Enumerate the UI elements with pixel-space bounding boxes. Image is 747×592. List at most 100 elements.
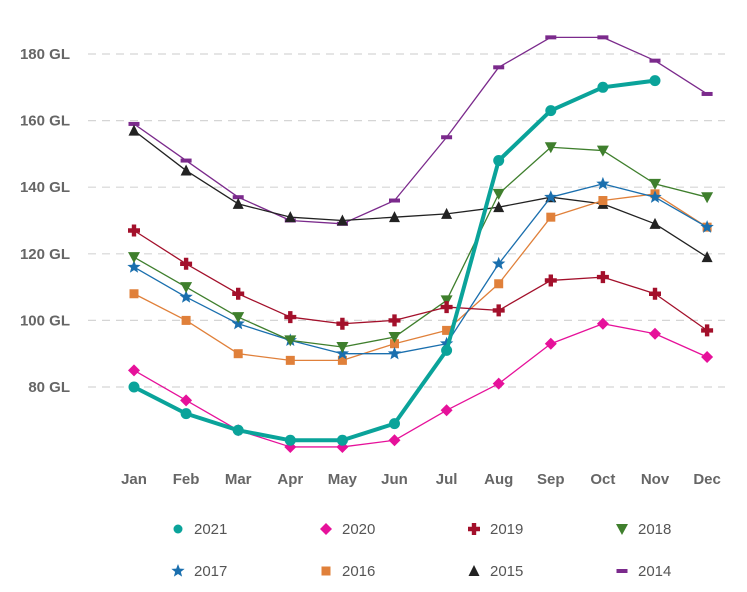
data-point bbox=[700, 220, 714, 233]
data-point bbox=[336, 317, 349, 330]
data-point bbox=[546, 212, 556, 222]
series-2015 bbox=[128, 124, 713, 263]
y-tick-label: 160 GL bbox=[20, 113, 70, 130]
data-point bbox=[701, 251, 713, 263]
data-point bbox=[180, 158, 192, 163]
y-axis-tick-labels: 80 GL 100 GL 120 GL 140 GL 160 GL 180 GL bbox=[20, 46, 70, 396]
y-tick-label: 180 GL bbox=[20, 46, 70, 63]
data-point bbox=[232, 197, 244, 209]
series-line bbox=[132, 78, 657, 443]
data-point bbox=[127, 260, 141, 273]
series-lines bbox=[127, 35, 714, 453]
x-tick-label: Aug bbox=[484, 471, 513, 488]
data-point bbox=[336, 342, 349, 354]
data-point bbox=[597, 35, 609, 40]
legend-marker bbox=[320, 523, 332, 535]
data-point bbox=[441, 207, 453, 219]
legend-item: 2019 bbox=[468, 521, 523, 538]
data-point bbox=[596, 317, 609, 330]
legend-label: 2020 bbox=[342, 521, 375, 538]
data-point bbox=[284, 311, 297, 324]
data-point bbox=[648, 190, 662, 203]
data-point bbox=[337, 355, 347, 365]
data-point bbox=[701, 351, 714, 364]
data-point bbox=[232, 424, 244, 436]
y-tick-label: 100 GL bbox=[20, 312, 70, 329]
data-point bbox=[544, 274, 557, 287]
data-point bbox=[284, 211, 296, 223]
data-point bbox=[492, 188, 505, 200]
data-point bbox=[649, 58, 661, 63]
data-point bbox=[544, 337, 557, 350]
data-point bbox=[545, 35, 557, 40]
data-point bbox=[387, 346, 402, 360]
data-point bbox=[128, 252, 140, 264]
legend-label: 2019 bbox=[490, 521, 523, 538]
data-point bbox=[389, 198, 400, 203]
data-point bbox=[128, 121, 140, 126]
x-tick-label: May bbox=[328, 471, 358, 488]
data-point bbox=[597, 81, 609, 93]
series-line bbox=[133, 36, 708, 225]
data-point bbox=[493, 201, 505, 213]
legend-marker bbox=[468, 565, 480, 576]
legend-marker bbox=[468, 523, 480, 535]
data-point bbox=[649, 75, 661, 87]
data-point bbox=[181, 315, 191, 325]
data-point bbox=[388, 332, 401, 344]
data-point bbox=[129, 289, 139, 299]
legend-marker bbox=[173, 524, 183, 534]
data-point bbox=[180, 408, 192, 420]
data-point bbox=[494, 279, 504, 289]
data-point bbox=[649, 327, 661, 340]
legend-marker bbox=[171, 564, 185, 577]
data-point bbox=[440, 404, 453, 417]
series-2019 bbox=[128, 224, 714, 337]
data-point bbox=[180, 164, 192, 176]
x-tick-label: Mar bbox=[225, 471, 252, 488]
data-point bbox=[232, 195, 244, 200]
data-point bbox=[389, 418, 400, 430]
legend-label: 2021 bbox=[194, 521, 227, 538]
series-2020 bbox=[128, 317, 714, 453]
data-point bbox=[128, 381, 140, 393]
data-point bbox=[649, 178, 661, 190]
data-point bbox=[545, 105, 557, 117]
data-point bbox=[336, 214, 348, 226]
legend-label: 2018 bbox=[638, 521, 671, 538]
data-point bbox=[596, 145, 609, 157]
data-point bbox=[440, 301, 453, 314]
series-2018 bbox=[128, 142, 714, 354]
legend-item: 2015 bbox=[468, 563, 523, 580]
data-point bbox=[390, 339, 399, 349]
data-point bbox=[180, 282, 193, 294]
legend-item: 2016 bbox=[321, 563, 375, 580]
gridlines bbox=[88, 53, 725, 388]
data-point bbox=[649, 287, 661, 300]
x-tick-label: Dec bbox=[693, 471, 721, 488]
legend-marker bbox=[616, 569, 628, 573]
x-tick-label: Feb bbox=[173, 471, 200, 488]
legend-item: 2017 bbox=[171, 563, 227, 580]
legend-marker bbox=[321, 566, 331, 576]
series-line bbox=[133, 183, 708, 355]
series-line bbox=[133, 323, 708, 448]
data-point bbox=[701, 91, 713, 96]
legend-label: 2015 bbox=[490, 563, 523, 580]
data-point bbox=[701, 192, 714, 204]
data-point bbox=[179, 290, 193, 303]
data-point bbox=[180, 257, 193, 270]
y-tick-label: 120 GL bbox=[20, 246, 70, 263]
legend-label: 2014 bbox=[638, 563, 671, 580]
legend: 2021 2020 2019 2018 2017 2016 2015 2014 bbox=[171, 521, 671, 580]
data-point bbox=[285, 355, 295, 365]
series-2017 bbox=[127, 176, 714, 360]
x-tick-label: Apr bbox=[277, 471, 303, 488]
data-point bbox=[544, 142, 557, 154]
data-point bbox=[232, 312, 245, 324]
data-point bbox=[440, 295, 453, 307]
data-point bbox=[388, 434, 401, 447]
series-2021 bbox=[128, 75, 661, 446]
legend-label: 2016 bbox=[342, 563, 375, 580]
